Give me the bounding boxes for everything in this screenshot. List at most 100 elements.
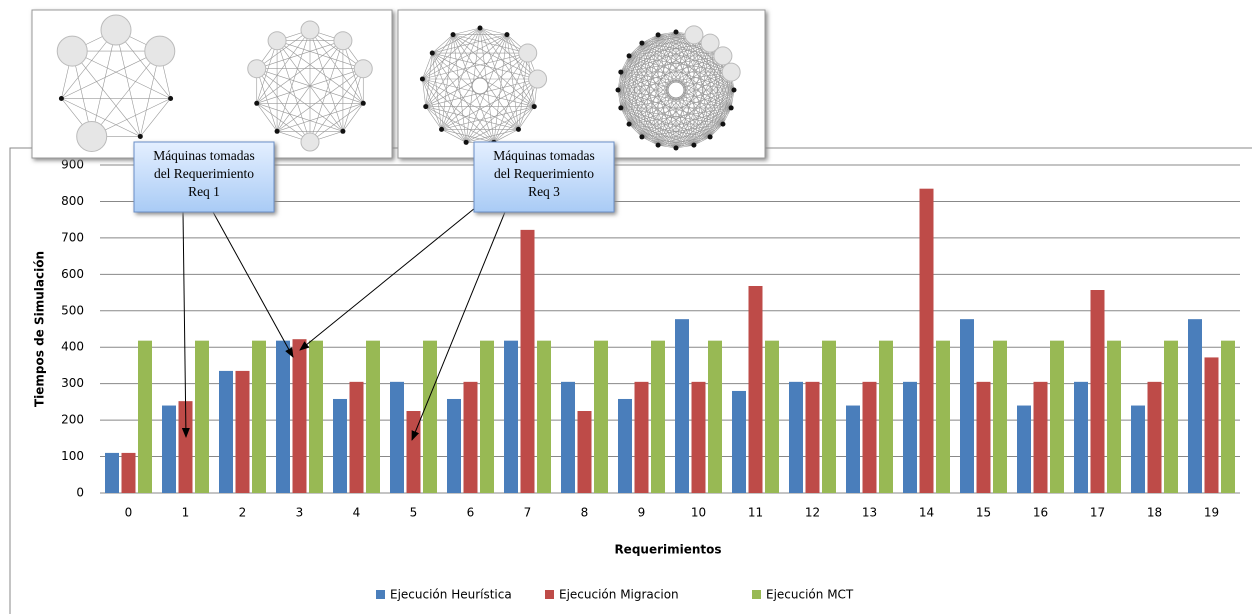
- network-node-large: [333, 31, 353, 51]
- network-edge: [432, 27, 481, 54]
- network-node-large: [721, 62, 741, 82]
- bar: [594, 340, 608, 493]
- network-node: [731, 87, 737, 93]
- network-edge: [675, 123, 724, 149]
- bar: [276, 340, 290, 493]
- bar: [333, 398, 347, 493]
- legend-swatch: [752, 590, 761, 599]
- bar: [520, 229, 535, 494]
- network-edge: [620, 71, 643, 138]
- network-edge: [730, 89, 735, 108]
- network-edge: [620, 107, 677, 149]
- network-node: [419, 76, 425, 82]
- network-edge: [628, 123, 659, 146]
- network-edge: [493, 34, 508, 143]
- network-edge: [641, 123, 723, 138]
- network-edge: [709, 89, 735, 138]
- bar: [1033, 381, 1048, 493]
- bar: [1147, 381, 1162, 493]
- bar: [537, 340, 551, 493]
- bar: [822, 340, 836, 493]
- network-edge: [658, 144, 677, 149]
- bar: [105, 452, 119, 493]
- bar: [1204, 357, 1219, 493]
- bar: [577, 411, 592, 493]
- network-node: [728, 105, 734, 111]
- bar: [138, 340, 152, 493]
- network-edge: [641, 34, 659, 44]
- y-tick-label: 900: [61, 158, 84, 172]
- network-node: [639, 40, 645, 46]
- network-edge: [506, 34, 519, 130]
- network-edge: [657, 34, 735, 91]
- network-edge: [617, 72, 622, 91]
- network-edge: [629, 42, 711, 57]
- bar: [162, 405, 176, 493]
- network-edge: [620, 55, 630, 108]
- network-edge: [620, 42, 643, 73]
- x-tick-label: 11: [748, 506, 763, 520]
- network-node-large: [100, 14, 132, 46]
- bar: [805, 381, 820, 493]
- x-tick-label: 10: [691, 506, 706, 520]
- x-tick-label: 12: [805, 506, 820, 520]
- x-tick-label: 2: [239, 506, 247, 520]
- network-edge: [465, 106, 535, 143]
- network-edge: [140, 98, 171, 137]
- bar: [1090, 290, 1105, 493]
- network-node: [274, 128, 280, 134]
- network-edge: [629, 123, 711, 138]
- network-edge: [641, 42, 695, 146]
- network-node: [615, 87, 621, 93]
- bar: [1131, 405, 1145, 493]
- network-edge: [309, 29, 364, 104]
- network-edge: [620, 107, 711, 138]
- network-edge: [620, 34, 659, 109]
- bar: [708, 340, 722, 493]
- network-ring: [471, 77, 489, 95]
- network-edge: [641, 55, 724, 138]
- network-node: [254, 100, 260, 106]
- network-node: [673, 29, 679, 35]
- network-node: [429, 50, 435, 56]
- network-edge: [620, 71, 659, 146]
- callout-text: del Requerimiento: [494, 166, 594, 181]
- bar: [1074, 381, 1088, 493]
- network-edge: [657, 107, 732, 146]
- network-edge: [441, 34, 454, 130]
- network-edge: [628, 31, 677, 57]
- network-edge: [432, 52, 495, 143]
- bar: [675, 319, 689, 493]
- bar: [235, 370, 250, 493]
- network-edge: [620, 107, 659, 146]
- network-edge: [709, 123, 724, 138]
- network-edge: [441, 129, 494, 143]
- network-edge: [276, 40, 364, 69]
- bar: [252, 340, 266, 493]
- network-edge: [620, 107, 643, 138]
- network-node: [477, 25, 483, 31]
- network-edge: [722, 107, 732, 125]
- network-edge: [657, 42, 711, 146]
- bar: [447, 398, 461, 493]
- network-edge: [628, 42, 643, 57]
- network-edge: [256, 103, 311, 143]
- callout: Máquinas tomadas del Requerimiento Req 1: [133, 141, 275, 213]
- bar: [748, 285, 763, 493]
- network-edge: [71, 50, 141, 137]
- network-edge: [452, 27, 481, 35]
- y-tick-label: 500: [61, 303, 84, 317]
- bar: [178, 401, 193, 493]
- network-edge: [675, 34, 695, 149]
- x-tick-label: 7: [524, 506, 532, 520]
- y-tick-label: 100: [61, 449, 84, 463]
- network-edge: [620, 34, 695, 73]
- network-edge: [641, 42, 732, 109]
- network-node-large: [684, 25, 704, 45]
- network-edge: [617, 31, 677, 91]
- network-edge: [256, 40, 344, 69]
- network-node: [58, 95, 64, 101]
- network-node-large: [300, 20, 320, 40]
- network-node-large: [528, 69, 548, 89]
- network-ring: [667, 81, 685, 99]
